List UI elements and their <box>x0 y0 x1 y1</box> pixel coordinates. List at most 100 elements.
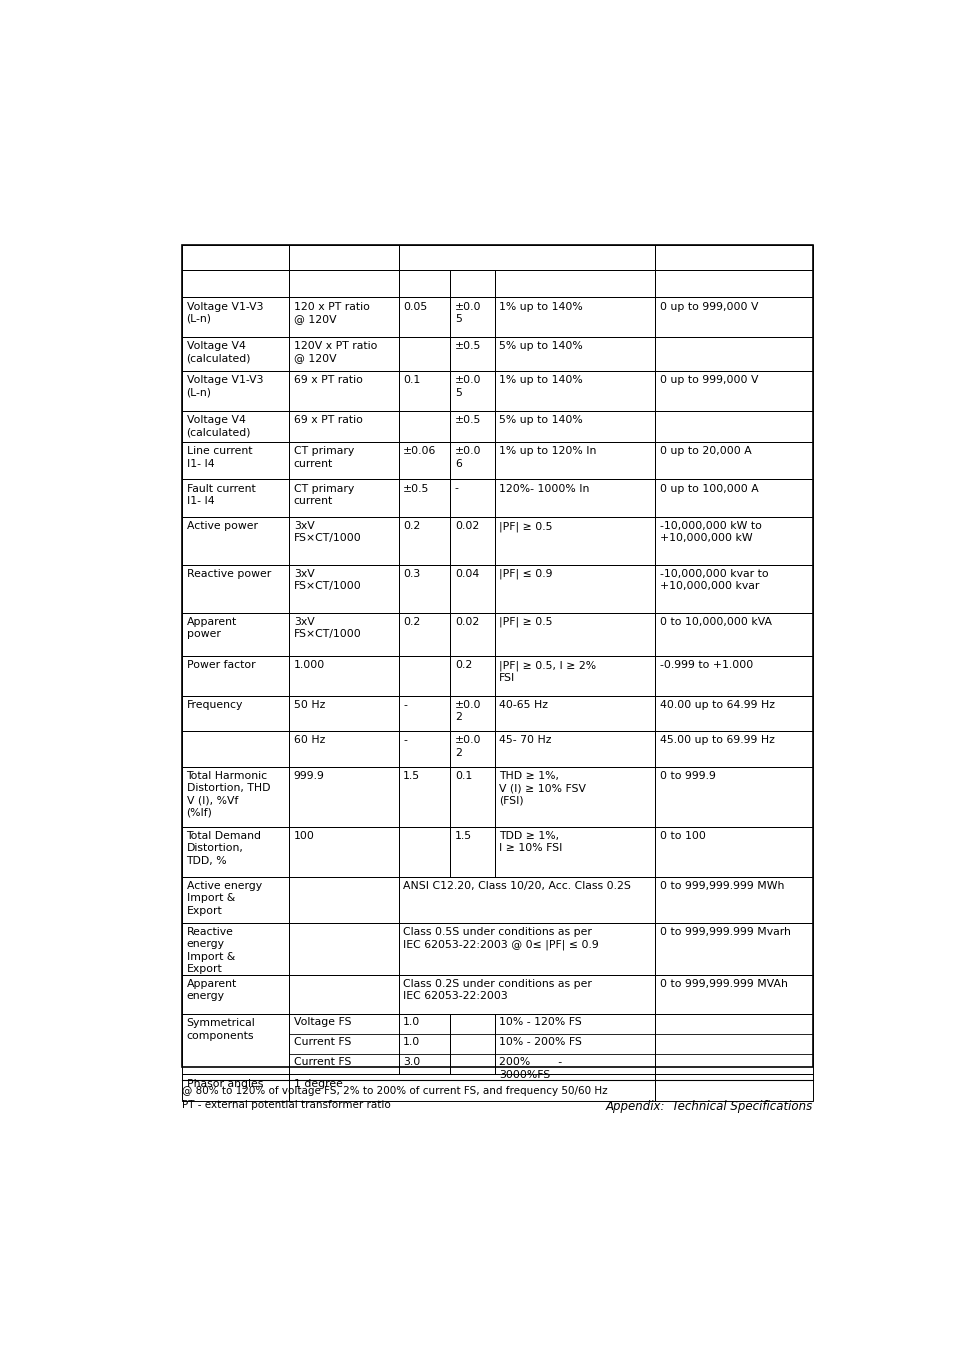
Bar <box>398 877 655 923</box>
Bar <box>655 657 812 696</box>
Text: Reactive power: Reactive power <box>187 569 271 578</box>
Text: 10% - 120% FS: 10% - 120% FS <box>498 1017 581 1027</box>
Bar <box>289 974 398 1015</box>
Text: 1.0: 1.0 <box>403 1017 420 1027</box>
Text: 1 degree: 1 degree <box>294 1078 342 1089</box>
Bar <box>289 336 398 372</box>
Bar <box>182 923 289 974</box>
Bar <box>289 297 398 336</box>
Bar <box>655 974 812 1015</box>
Text: CT primary
current: CT primary current <box>294 484 354 507</box>
Bar <box>398 246 655 270</box>
Bar <box>495 442 655 480</box>
Bar <box>450 657 495 696</box>
Text: |PF| ≥ 0.5: |PF| ≥ 0.5 <box>498 616 552 627</box>
Bar <box>450 1015 495 1074</box>
Bar <box>182 766 289 827</box>
Text: 120V x PT ratio
@ 120V: 120V x PT ratio @ 120V <box>294 340 376 363</box>
Bar <box>495 565 655 612</box>
Bar <box>655 1074 812 1101</box>
Text: |PF| ≥ 0.5: |PF| ≥ 0.5 <box>498 521 552 531</box>
Text: ±0.0
2: ±0.0 2 <box>455 700 481 723</box>
Text: 0 to 999,999.999 MWh: 0 to 999,999.999 MWh <box>659 881 783 890</box>
Bar <box>450 612 495 657</box>
Bar <box>655 612 812 657</box>
Text: 45- 70 Hz: 45- 70 Hz <box>498 735 551 746</box>
Bar <box>398 411 450 442</box>
Text: Voltage V1-V3
(L-n): Voltage V1-V3 (L-n) <box>187 376 263 397</box>
Bar <box>182 480 289 517</box>
Text: 1.0: 1.0 <box>403 1038 420 1047</box>
Text: ±0.0
5: ±0.0 5 <box>455 376 481 397</box>
Text: Frequency: Frequency <box>187 700 243 709</box>
Bar <box>655 411 812 442</box>
Bar <box>655 297 812 336</box>
Text: 10% - 200% FS: 10% - 200% FS <box>498 1038 581 1047</box>
Text: Voltage V1-V3
(L-n): Voltage V1-V3 (L-n) <box>187 301 263 324</box>
Bar <box>450 827 495 877</box>
Text: Voltage V4
(calculated): Voltage V4 (calculated) <box>187 340 251 363</box>
Bar <box>655 480 812 517</box>
Bar <box>495 297 655 336</box>
Text: 40.00 up to 64.99 Hz: 40.00 up to 64.99 Hz <box>659 700 774 709</box>
Text: |PF| ≤ 0.9: |PF| ≤ 0.9 <box>498 569 552 580</box>
Text: ±0.0
6: ±0.0 6 <box>455 446 481 469</box>
Text: Reactive
energy
Import &
Export: Reactive energy Import & Export <box>187 927 234 974</box>
Text: |PF| ≥ 0.5, I ≥ 2%
FSI: |PF| ≥ 0.5, I ≥ 2% FSI <box>498 661 596 684</box>
Text: ±0.5: ±0.5 <box>455 415 480 426</box>
Text: 0 up to 999,000 V: 0 up to 999,000 V <box>659 376 758 385</box>
Bar <box>182 372 289 411</box>
Text: TDD ≥ 1%,
I ≥ 10% FSI: TDD ≥ 1%, I ≥ 10% FSI <box>498 831 562 854</box>
Bar <box>182 246 289 270</box>
Bar <box>450 480 495 517</box>
Text: Fault current
I1- I4: Fault current I1- I4 <box>187 484 255 507</box>
Bar <box>655 827 812 877</box>
Text: 0.2: 0.2 <box>403 521 420 531</box>
Bar <box>495 517 655 565</box>
Text: 0.04: 0.04 <box>455 569 478 578</box>
Text: 3.0: 3.0 <box>403 1058 420 1067</box>
Bar <box>398 270 450 297</box>
Bar <box>495 657 655 696</box>
Bar <box>182 411 289 442</box>
Text: 1.5: 1.5 <box>403 770 420 781</box>
Text: 0.1: 0.1 <box>403 376 420 385</box>
Text: 1% up to 140%: 1% up to 140% <box>498 376 582 385</box>
Bar <box>182 877 289 923</box>
Text: Total Demand
Distortion,
TDD, %: Total Demand Distortion, TDD, % <box>187 831 261 866</box>
Text: Apparent
power: Apparent power <box>187 616 236 639</box>
Bar <box>289 372 398 411</box>
Bar <box>289 246 398 270</box>
Bar <box>495 372 655 411</box>
Text: Active power: Active power <box>187 521 257 531</box>
Bar <box>495 336 655 372</box>
Bar <box>398 827 450 877</box>
Bar <box>289 517 398 565</box>
Text: 0.2: 0.2 <box>403 616 420 627</box>
Bar <box>495 696 655 731</box>
Bar <box>398 297 450 336</box>
Bar <box>495 827 655 877</box>
Bar <box>450 411 495 442</box>
Bar <box>495 731 655 766</box>
Text: -10,000,000 kvar to
+10,000,000 kvar: -10,000,000 kvar to +10,000,000 kvar <box>659 569 767 592</box>
Bar <box>289 923 398 974</box>
Text: 1% up to 120% In: 1% up to 120% In <box>498 446 596 457</box>
Bar <box>450 517 495 565</box>
Bar <box>398 442 450 480</box>
Bar <box>182 657 289 696</box>
Bar <box>495 612 655 657</box>
Text: 0 up to 100,000 A: 0 up to 100,000 A <box>659 484 758 493</box>
Bar <box>182 565 289 612</box>
Bar <box>182 974 289 1015</box>
Bar <box>495 480 655 517</box>
Text: 3xV
FS×CT/1000: 3xV FS×CT/1000 <box>294 616 361 639</box>
Bar <box>289 877 398 923</box>
Bar <box>655 766 812 827</box>
Text: 0.02: 0.02 <box>455 521 478 531</box>
Bar <box>655 517 812 565</box>
Bar <box>289 657 398 696</box>
Bar <box>289 1074 655 1101</box>
Bar <box>182 442 289 480</box>
Text: 60 Hz: 60 Hz <box>294 735 325 746</box>
